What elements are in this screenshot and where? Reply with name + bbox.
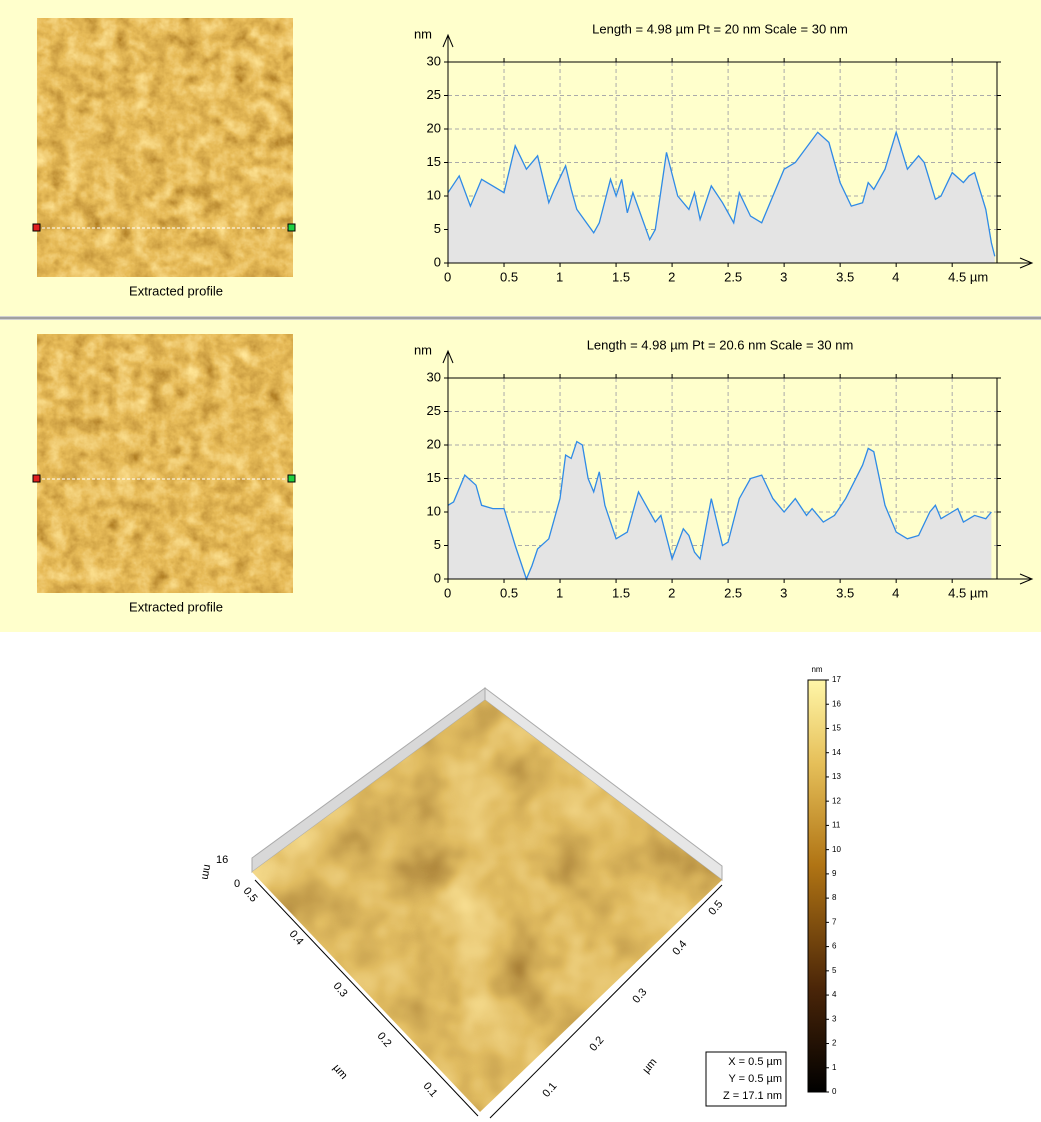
image-caption: Extracted profile [129,599,223,614]
x-tick-label: 0.5 [500,269,518,284]
left-axis-tick-label: 0.1 [421,1080,440,1099]
colorbar-unit: nm [811,665,822,674]
y-axis-label: nm [414,26,432,41]
colorbar-tick-label: 7 [832,917,837,926]
surface-3d [240,688,730,1120]
x-tick-label: 0 [444,585,451,600]
right-axis-tick-label: 0.3 [630,986,649,1005]
colorbar-tick-label: 0 [832,1087,837,1096]
left-axis-tick-label: 0.5 [241,885,260,904]
x-tick-label: 1.5 [612,269,630,284]
x-tick-label: 2.5 [724,585,742,600]
colorbar-tick-label: 8 [832,893,837,902]
y-axis-label: nm [414,342,432,357]
y-tick-label: 5 [434,221,441,236]
right-axis-tick-label: 0.1 [540,1080,559,1099]
x-tick-label: 4.5 µm [948,585,988,600]
colorbar-tick-label: 1 [832,1063,837,1072]
y-tick-label: 20 [427,120,441,135]
y-tick-label: 15 [427,154,441,169]
profile-end [288,224,295,231]
left-axis-tick-label: 0.2 [375,1030,394,1049]
right-axis-tick-label: 0.5 [706,898,725,917]
x-tick-label: 2 [668,585,675,600]
colorbar-tick-label: 13 [832,772,841,781]
image-caption: Extracted profile [129,283,223,298]
colorbar-tick-label: 16 [832,699,841,708]
colorbar [808,680,826,1092]
y-tick-label: 15 [427,470,441,485]
y-tick-label: 25 [427,87,441,102]
colorbar-tick-label: 11 [832,821,841,830]
x-tick-label: 2.5 [724,269,742,284]
x-tick-label: 0 [444,269,451,284]
colorbar-tick-label: 12 [832,796,841,805]
profile-start [33,475,40,482]
profile-start [33,224,40,231]
x-tick-label: 4 [892,585,899,600]
y-tick-label: 10 [427,503,441,518]
x-tick-label: 1.5 [612,585,630,600]
colorbar-tick-label: 9 [832,869,837,878]
y-tick-label: 30 [427,369,441,384]
x-tick-label: 1 [556,269,563,284]
profile-end [288,475,295,482]
colorbar-tick-label: 3 [832,1014,837,1023]
x-tick-label: 3 [780,585,787,600]
info-line: X = 0.5 µm [728,1056,782,1068]
y-tick-label: 5 [434,537,441,552]
y-tick-label: 30 [427,53,441,68]
colorbar-tick-label: 5 [832,966,837,975]
chart-title: Length = 4.98 µm Pt = 20.6 nm Scale = 30… [587,337,854,352]
z-axis-label: nm [199,863,213,880]
x-tick-label: 4.5 µm [948,269,988,284]
right-axis-tick-label: 0.4 [670,938,689,957]
page: Extracted profile Length = 4.98 µm Pt = 2… [0,0,1041,1122]
left-axis-tick-label: 0.3 [331,980,350,999]
x-tick-label: 3 [780,269,787,284]
chart-title: Length = 4.98 µm Pt = 20 nm Scale = 30 n… [592,21,848,36]
afm-image [37,334,293,593]
colorbar-tick-label: 6 [832,942,837,951]
x-tick-label: 3.5 [836,585,854,600]
afm-image [37,18,293,277]
colorbar-tick-label: 4 [832,990,837,999]
x-tick-label: 3.5 [836,269,854,284]
y-tick-label: 10 [427,187,441,202]
y-tick-label: 0 [434,254,441,269]
right-axis-tick-label: 0.2 [587,1034,606,1053]
colorbar-tick-label: 10 [832,845,841,854]
x-tick-label: 0.5 [500,585,518,600]
left-axis-label: µm [330,1062,349,1082]
y-tick-label: 20 [427,436,441,451]
x-tick-label: 1 [556,585,563,600]
z-origin-label: 0 [234,878,240,890]
x-tick-label: 2 [668,269,675,284]
colorbar-tick-label: 2 [832,1039,837,1048]
colorbar-tick-label: 17 [832,675,841,684]
colorbar-tick-label: 14 [832,748,841,757]
surface [240,690,730,1120]
info-line: Z = 17.1 nm [723,1090,782,1102]
info-line: Y = 0.5 µm [728,1073,782,1085]
y-tick-label: 0 [434,570,441,585]
z-tick-label: 16 [216,854,228,866]
colorbar-tick-label: 15 [832,724,841,733]
y-tick-label: 25 [427,403,441,418]
right-axis-label: µm [640,1056,659,1076]
x-tick-label: 4 [892,269,899,284]
